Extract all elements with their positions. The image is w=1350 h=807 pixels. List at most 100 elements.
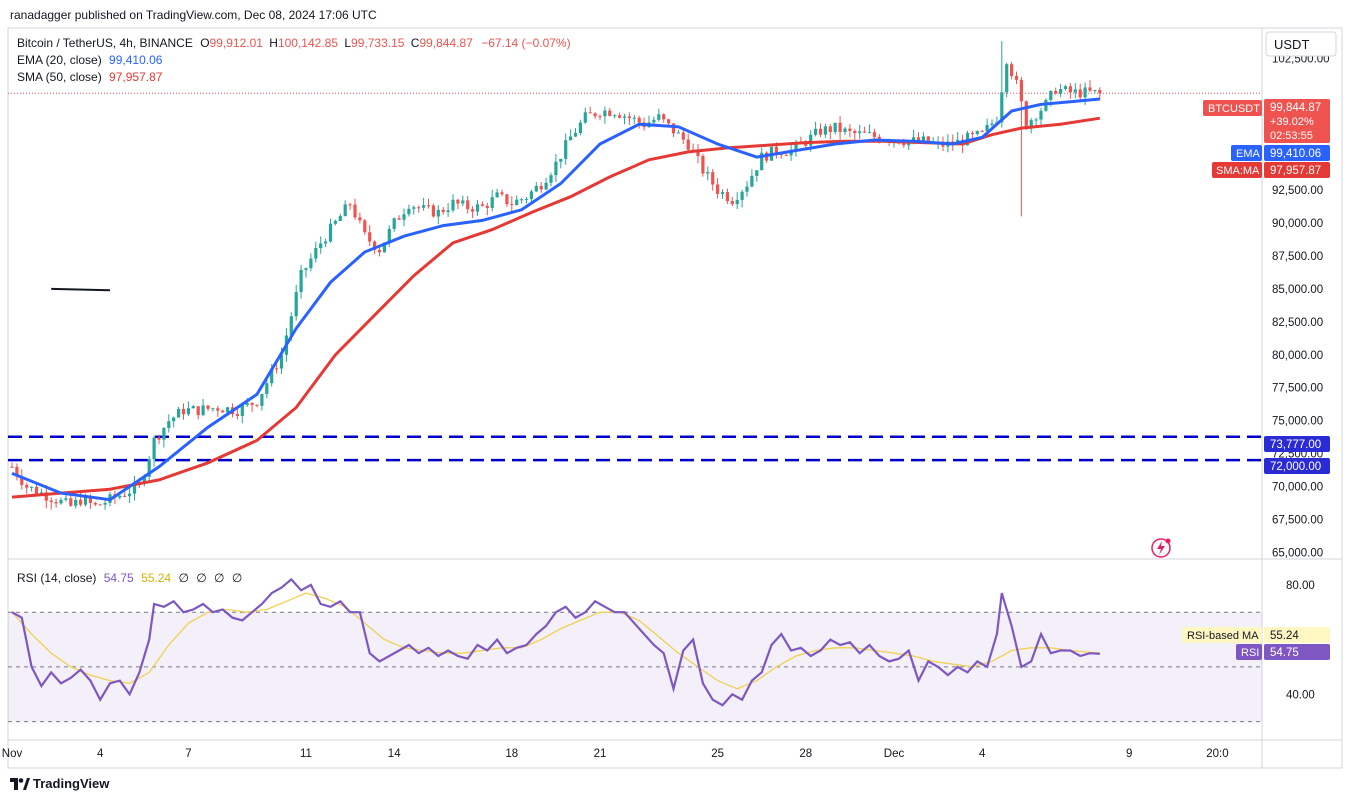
- candle-body: [412, 207, 416, 209]
- time-tick-label: 9: [1126, 748, 1132, 760]
- candle-body: [79, 499, 83, 505]
- candle: [250, 402, 254, 412]
- candle-body: [240, 404, 244, 416]
- candle: [451, 194, 455, 213]
- candle-body: [353, 204, 357, 218]
- price-tick-label: 102,500.00: [1272, 53, 1330, 65]
- candle-body: [177, 408, 181, 418]
- candle-body: [422, 205, 426, 208]
- candle-body: [181, 408, 186, 415]
- candle: [510, 196, 514, 212]
- legend-low: L99,733.15: [344, 36, 405, 50]
- candle: [725, 188, 729, 205]
- candle: [760, 147, 764, 171]
- candle-body: [505, 194, 509, 205]
- candle: [608, 107, 612, 117]
- legend-rsi-value: 54.75: [103, 571, 134, 585]
- candle-body: [333, 220, 337, 224]
- candle-body: [299, 269, 303, 293]
- candle-body: [1024, 101, 1028, 129]
- candle: [54, 498, 58, 508]
- candle-body: [191, 406, 195, 409]
- candle-body: [128, 493, 132, 497]
- rsi-axis: 80.00 40.00: [1286, 580, 1315, 701]
- price-tick-label: 77,500.00: [1272, 383, 1323, 395]
- candle: [377, 246, 382, 257]
- badge-change-pct: +39.02%: [1270, 116, 1314, 128]
- candle-body: [157, 437, 161, 440]
- candle-body: [500, 192, 504, 195]
- candle: [652, 116, 656, 125]
- candle: [1054, 87, 1058, 95]
- candle: [632, 114, 636, 124]
- candle: [549, 172, 553, 187]
- candle: [490, 189, 494, 212]
- ema-20-line: [11, 97, 1100, 502]
- candle-body: [30, 486, 34, 488]
- time-tick-label: 14: [388, 748, 401, 760]
- level-high-price: 73,777.00: [1270, 439, 1321, 451]
- candle-body: [539, 185, 543, 190]
- candle-body: [250, 402, 254, 405]
- rsi-background: [8, 611, 1262, 723]
- candle: [618, 112, 622, 119]
- candle-body: [363, 220, 367, 233]
- moving-averages: [11, 97, 1101, 502]
- candle-body: [245, 402, 249, 405]
- candle-body: [632, 117, 636, 119]
- legend-ema[interactable]: EMA (20, close) 99,410.06: [17, 53, 166, 67]
- sma-price: 97,957.87: [1270, 165, 1321, 177]
- price-tick-label: 70,000.00: [1272, 482, 1323, 494]
- ema-badge: EMA 99,410.06: [1231, 145, 1330, 161]
- lightning-icon[interactable]: [1151, 538, 1171, 558]
- candle: [69, 495, 73, 507]
- candle: [980, 130, 984, 133]
- candle: [461, 195, 465, 207]
- candle-body: [485, 205, 489, 208]
- candle-body: [745, 186, 749, 192]
- candle: [1098, 87, 1102, 101]
- candle: [858, 124, 862, 140]
- candle: [559, 158, 563, 169]
- last-price-badge: BTCUSDT 99,844.87 +39.02% 02:53:55: [1203, 99, 1330, 143]
- candle-body: [681, 132, 685, 140]
- candle: [299, 264, 303, 299]
- legend-close: C99,844.87: [410, 36, 473, 50]
- legend-sma[interactable]: SMA (50, close) 97,957.87: [17, 70, 166, 84]
- candle: [613, 114, 617, 119]
- candle-body: [216, 408, 220, 411]
- candle-body: [603, 110, 607, 117]
- candle: [25, 482, 29, 494]
- candle-body: [480, 204, 484, 206]
- candle: [436, 205, 440, 225]
- candle-body: [970, 132, 974, 134]
- currency-button[interactable]: [1265, 31, 1337, 57]
- candle-body: [867, 132, 872, 134]
- candle-body: [696, 150, 700, 156]
- candle: [74, 496, 78, 509]
- candle: [814, 121, 818, 137]
- time-tick-label: 25: [711, 748, 724, 760]
- candle: [181, 403, 186, 420]
- legend-rsi-label: RSI (14, close): [17, 571, 97, 585]
- candle: [324, 238, 328, 248]
- candle: [456, 198, 460, 210]
- candle-body: [593, 113, 597, 117]
- legend-rsi[interactable]: RSI (14, close) 54.75 55.24 ∅ ∅ ∅ ∅: [17, 571, 246, 585]
- candle-body: [1093, 89, 1097, 91]
- rsi-ma-value: 55.24: [1270, 630, 1299, 642]
- candle-body: [828, 126, 832, 132]
- candle: [1059, 83, 1063, 98]
- candle-body: [201, 405, 205, 416]
- candle: [818, 123, 823, 137]
- candle-body: [671, 123, 676, 134]
- candle-body: [211, 408, 215, 410]
- candle-body: [64, 498, 68, 500]
- price-axis: 65,000.0067,500.0070,000.0072,500.0075,0…: [1272, 53, 1330, 559]
- candle-body: [10, 466, 14, 468]
- brand-logo[interactable]: TradingView: [10, 776, 109, 791]
- candle: [745, 180, 749, 197]
- candle-body: [132, 483, 137, 494]
- candle: [255, 404, 259, 408]
